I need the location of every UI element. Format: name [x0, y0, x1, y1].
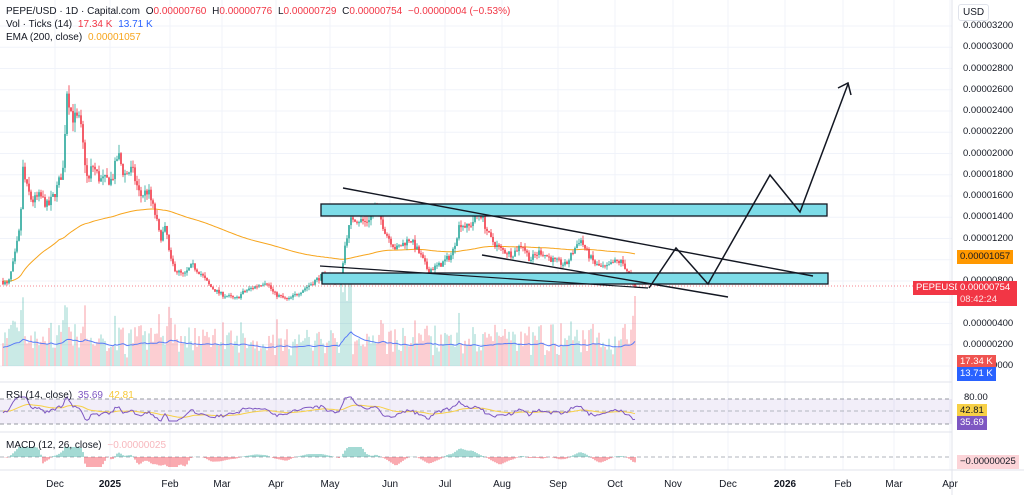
- price-tick: 0.00002200: [963, 126, 1014, 138]
- time-tick: Feb: [834, 479, 852, 490]
- price-tick: 0.00002600: [963, 83, 1014, 95]
- time-tick: Oct: [607, 479, 623, 490]
- price-tick: 0.00000400: [963, 317, 1014, 329]
- change-value: −0.00000004 (−0.53%): [408, 6, 511, 17]
- price-tick: 0.00001200: [963, 232, 1014, 244]
- time-tick: Jun: [381, 479, 399, 490]
- price-tick: 0.00002400: [963, 105, 1014, 116]
- time-tick: Dec: [46, 479, 64, 490]
- symbol-title[interactable]: PEPE/USD · 1D · Capital.com: [6, 6, 140, 17]
- symbol-tag: PEPEUSD: [913, 281, 965, 295]
- time-tick: Jul: [438, 479, 452, 490]
- macd-tag: −0.00000025: [957, 455, 1019, 469]
- time-tick: Apr: [942, 479, 958, 490]
- price-tick: 0.00003200: [963, 20, 1014, 31]
- time-tick: Mar: [213, 479, 231, 490]
- time-tick: Mar: [885, 479, 903, 490]
- open-value: 0.00000760: [153, 6, 207, 17]
- macd-legend[interactable]: MACD (12, 26, close) −0.00000025: [6, 440, 167, 451]
- time-tick: Feb: [161, 479, 179, 490]
- price-tick: 0.00001400: [963, 211, 1014, 223]
- support-zone: [321, 272, 829, 285]
- time-tick: Dec: [719, 479, 737, 490]
- time-tick: Apr: [268, 479, 284, 490]
- price-tick: 0.00000800: [963, 275, 1013, 286]
- projection-arrow: [648, 83, 849, 289]
- high-value: 0.00000776: [219, 6, 273, 17]
- lower-trendline: [481, 254, 729, 298]
- ema-price-tag: 0.00001057: [957, 250, 1014, 264]
- upper-trendline: [342, 187, 814, 277]
- currency-button[interactable]: USD: [958, 4, 990, 21]
- price-tick: 0.00001600: [963, 190, 1014, 201]
- time-tick: 2026: [773, 479, 797, 490]
- rsi-legend[interactable]: RSI (14, close) 35.69 42.81: [6, 390, 134, 401]
- price-tick: 0.00001800: [963, 168, 1014, 180]
- price-tick: 0.00002000: [963, 147, 1014, 159]
- time-tick: Sep: [549, 479, 567, 490]
- price-tick: 0.00000200: [963, 338, 1014, 350]
- rsi-ma-tag: 42.81: [957, 404, 987, 418]
- resistance-zone: [320, 203, 828, 217]
- price-tick: 0.00002800: [963, 62, 1014, 74]
- symbol-legend: PEPE/USD · 1D · Capital.com O0.00000760 …: [6, 6, 511, 17]
- time-tick: Nov: [664, 479, 682, 490]
- ema-legend[interactable]: EMA (200, close) 0.00001057: [6, 32, 141, 43]
- price-tick: 0.00003000: [963, 41, 1014, 53]
- rsi-level-80: 80.00: [964, 392, 988, 403]
- volume-tag: 17.34 K: [957, 355, 996, 369]
- time-tick: May: [320, 479, 340, 490]
- low-value: 0.00000729: [283, 6, 337, 17]
- time-tick: Aug: [493, 479, 511, 490]
- time-tick: 2025: [98, 479, 122, 490]
- volume-ma-tag: 13.71 K: [957, 367, 996, 381]
- bar-countdown: 08:42:24: [960, 294, 997, 305]
- close-value: 0.00000754: [349, 6, 403, 17]
- volume-legend[interactable]: Vol · Ticks (14) 17.34 K 13.71 K: [6, 19, 153, 30]
- last-price-tag: 0.00000754 08:42:24: [957, 281, 1017, 306]
- rsi-tag: 35.69: [957, 416, 987, 430]
